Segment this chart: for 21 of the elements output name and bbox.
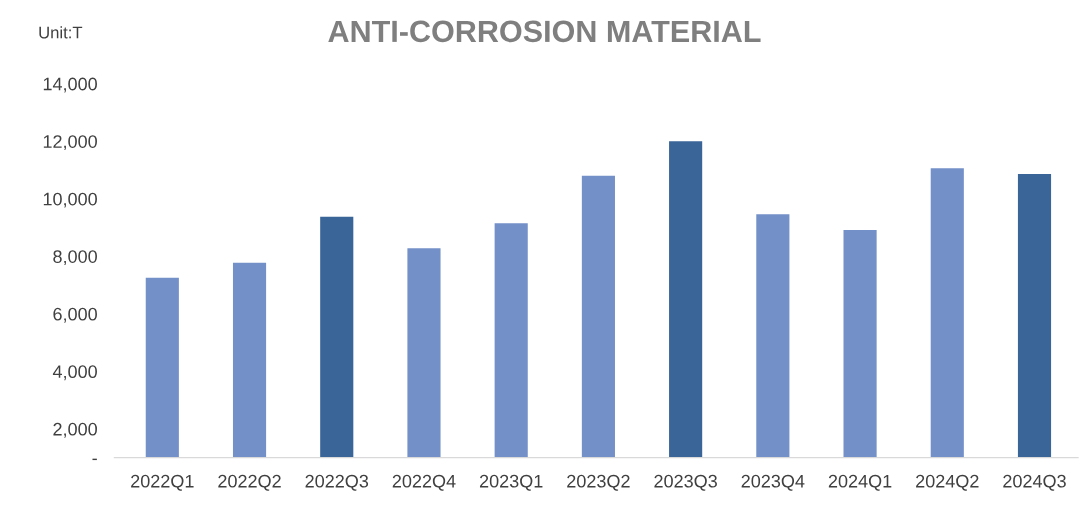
x-tick-label: 2024Q1 bbox=[828, 474, 892, 491]
x-tick-label: 2023Q4 bbox=[741, 474, 805, 491]
x-tick-label: 2023Q1 bbox=[479, 474, 543, 491]
chart-title: ANTI-CORROSION MATERIAL bbox=[328, 20, 761, 43]
x-tick-label: 2022Q3 bbox=[305, 474, 369, 491]
y-tick-label: 10,000 bbox=[43, 192, 97, 208]
x-tick-label: 2022Q1 bbox=[131, 474, 194, 491]
x-tick-label: 2022Q2 bbox=[218, 474, 281, 491]
text: Unit:T bbox=[39, 26, 83, 39]
x-tick-label: 2023Q3 bbox=[654, 474, 717, 491]
y-tick-label: 12,000 bbox=[43, 135, 97, 151]
x-tick-label: 2022Q4 bbox=[392, 474, 456, 491]
y-tick-label: 4,000 bbox=[52, 365, 97, 381]
x-tick-label: 2024Q2 bbox=[916, 474, 979, 491]
y-tick-label: 8,000 bbox=[53, 250, 97, 266]
y-tick-label: - bbox=[92, 458, 97, 461]
y-tick-label: 14,000 bbox=[43, 77, 97, 93]
y-tick-label: 6,000 bbox=[53, 307, 97, 323]
y-tick-label: 2,000 bbox=[53, 422, 97, 438]
x-tick-label: 2023Q2 bbox=[567, 474, 630, 491]
x-tick-label: 2024Q3 bbox=[1003, 474, 1066, 491]
